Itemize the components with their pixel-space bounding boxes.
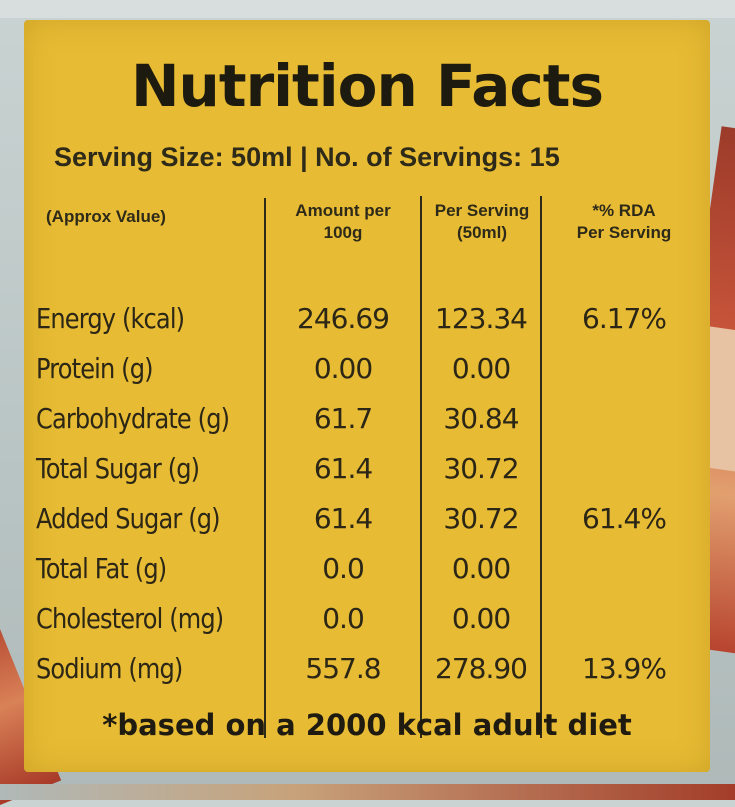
nutrient-per-serving: 30.84 <box>443 402 519 435</box>
nutrient-row-protein: Protein (g) 0.00 0.00 <box>24 352 710 402</box>
nutrient-row-carbohydrate: Carbohydrate (g) 61.7 30.84 <box>24 402 710 452</box>
header-rda-line1: *% RDA <box>592 201 656 220</box>
nutrition-label: Nutrition Facts Serving Size: 50ml | No.… <box>24 20 710 772</box>
nutrient-per-serving: 0.00 <box>451 552 511 585</box>
nutrient-per-serving: 0.00 <box>451 602 511 635</box>
header-amount-line1: Amount per <box>295 201 391 220</box>
nutrient-row-energy: Energy (kcal) 246.69 123.34 6.17% <box>24 302 710 352</box>
header-per-line2: (50ml) <box>456 223 508 242</box>
nutrient-row-cholesterol: Cholesterol (mg) 0.0 0.00 <box>24 602 710 652</box>
background-top-band <box>0 0 735 18</box>
nutrient-amount-per-100g: 0.0 <box>322 552 365 585</box>
nutrient-row-total-fat: Total Fat (g) 0.0 0.00 <box>24 552 710 602</box>
column-divider-3 <box>540 196 542 738</box>
nutrient-rda: 6.17% <box>582 302 667 335</box>
header-amount-line2: 100g <box>323 223 363 242</box>
background-bottom-band <box>0 784 735 800</box>
nutrient-name: Energy (kcal) <box>36 302 185 335</box>
nutrient-per-serving: 278.90 <box>435 652 528 685</box>
header-approx-text: (Approx Value) <box>46 207 166 226</box>
nutrient-amount-per-100g: 61.4 <box>313 502 373 535</box>
header-amount-per-100g: Amount per 100g <box>268 200 418 244</box>
label-title: Nutrition Facts <box>131 52 604 120</box>
nutrient-amount-per-100g: 61.7 <box>313 402 373 435</box>
nutrient-amount-per-100g: 0.0 <box>322 602 365 635</box>
nutrient-name: Protein (g) <box>36 352 154 385</box>
nutrient-row-added-sugar: Added Sugar (g) 61.4 30.72 61.4% <box>24 502 710 552</box>
header-rda-line2: Per Serving <box>576 223 672 242</box>
nutrient-rda: 61.4% <box>582 502 667 535</box>
nutrient-rda: 13.9% <box>582 652 667 685</box>
header-rda-per-serving: *% RDA Per Serving <box>544 200 704 244</box>
rda-footnote: *based on a 2000 kcal adult diet <box>102 708 632 742</box>
nutrient-name: Total Fat (g) <box>36 552 167 585</box>
nutrient-per-serving: 30.72 <box>443 502 519 535</box>
nutrient-name: Added Sugar (g) <box>36 502 221 535</box>
nutrient-name: Carbohydrate (g) <box>36 402 230 435</box>
nutrient-name: Total Sugar (g) <box>36 452 200 485</box>
nutrient-name: Sodium (mg) <box>36 652 183 685</box>
nutrient-amount-per-100g: 0.00 <box>313 352 373 385</box>
nutrient-per-serving: 123.34 <box>435 302 528 335</box>
serving-info: Serving Size: 50ml | No. of Servings: 15 <box>54 142 560 172</box>
header-per-line1: Per Serving <box>434 201 530 220</box>
nutrient-amount-per-100g: 246.69 <box>297 302 390 335</box>
header-per-serving: Per Serving (50ml) <box>422 200 542 244</box>
column-divider-1 <box>264 198 266 738</box>
nutrient-name: Cholesterol (mg) <box>36 602 224 635</box>
nutrient-row-sodium: Sodium (mg) 557.8 278.90 13.9% <box>24 652 710 702</box>
nutrient-per-serving: 30.72 <box>443 452 519 485</box>
nutrient-amount-per-100g: 557.8 <box>305 652 381 685</box>
column-divider-2 <box>420 196 422 738</box>
header-approx-value: (Approx Value) <box>46 206 266 228</box>
nutrient-per-serving: 0.00 <box>451 352 511 385</box>
nutrient-amount-per-100g: 61.4 <box>313 452 373 485</box>
nutrient-row-total-sugar: Total Sugar (g) 61.4 30.72 <box>24 452 710 502</box>
